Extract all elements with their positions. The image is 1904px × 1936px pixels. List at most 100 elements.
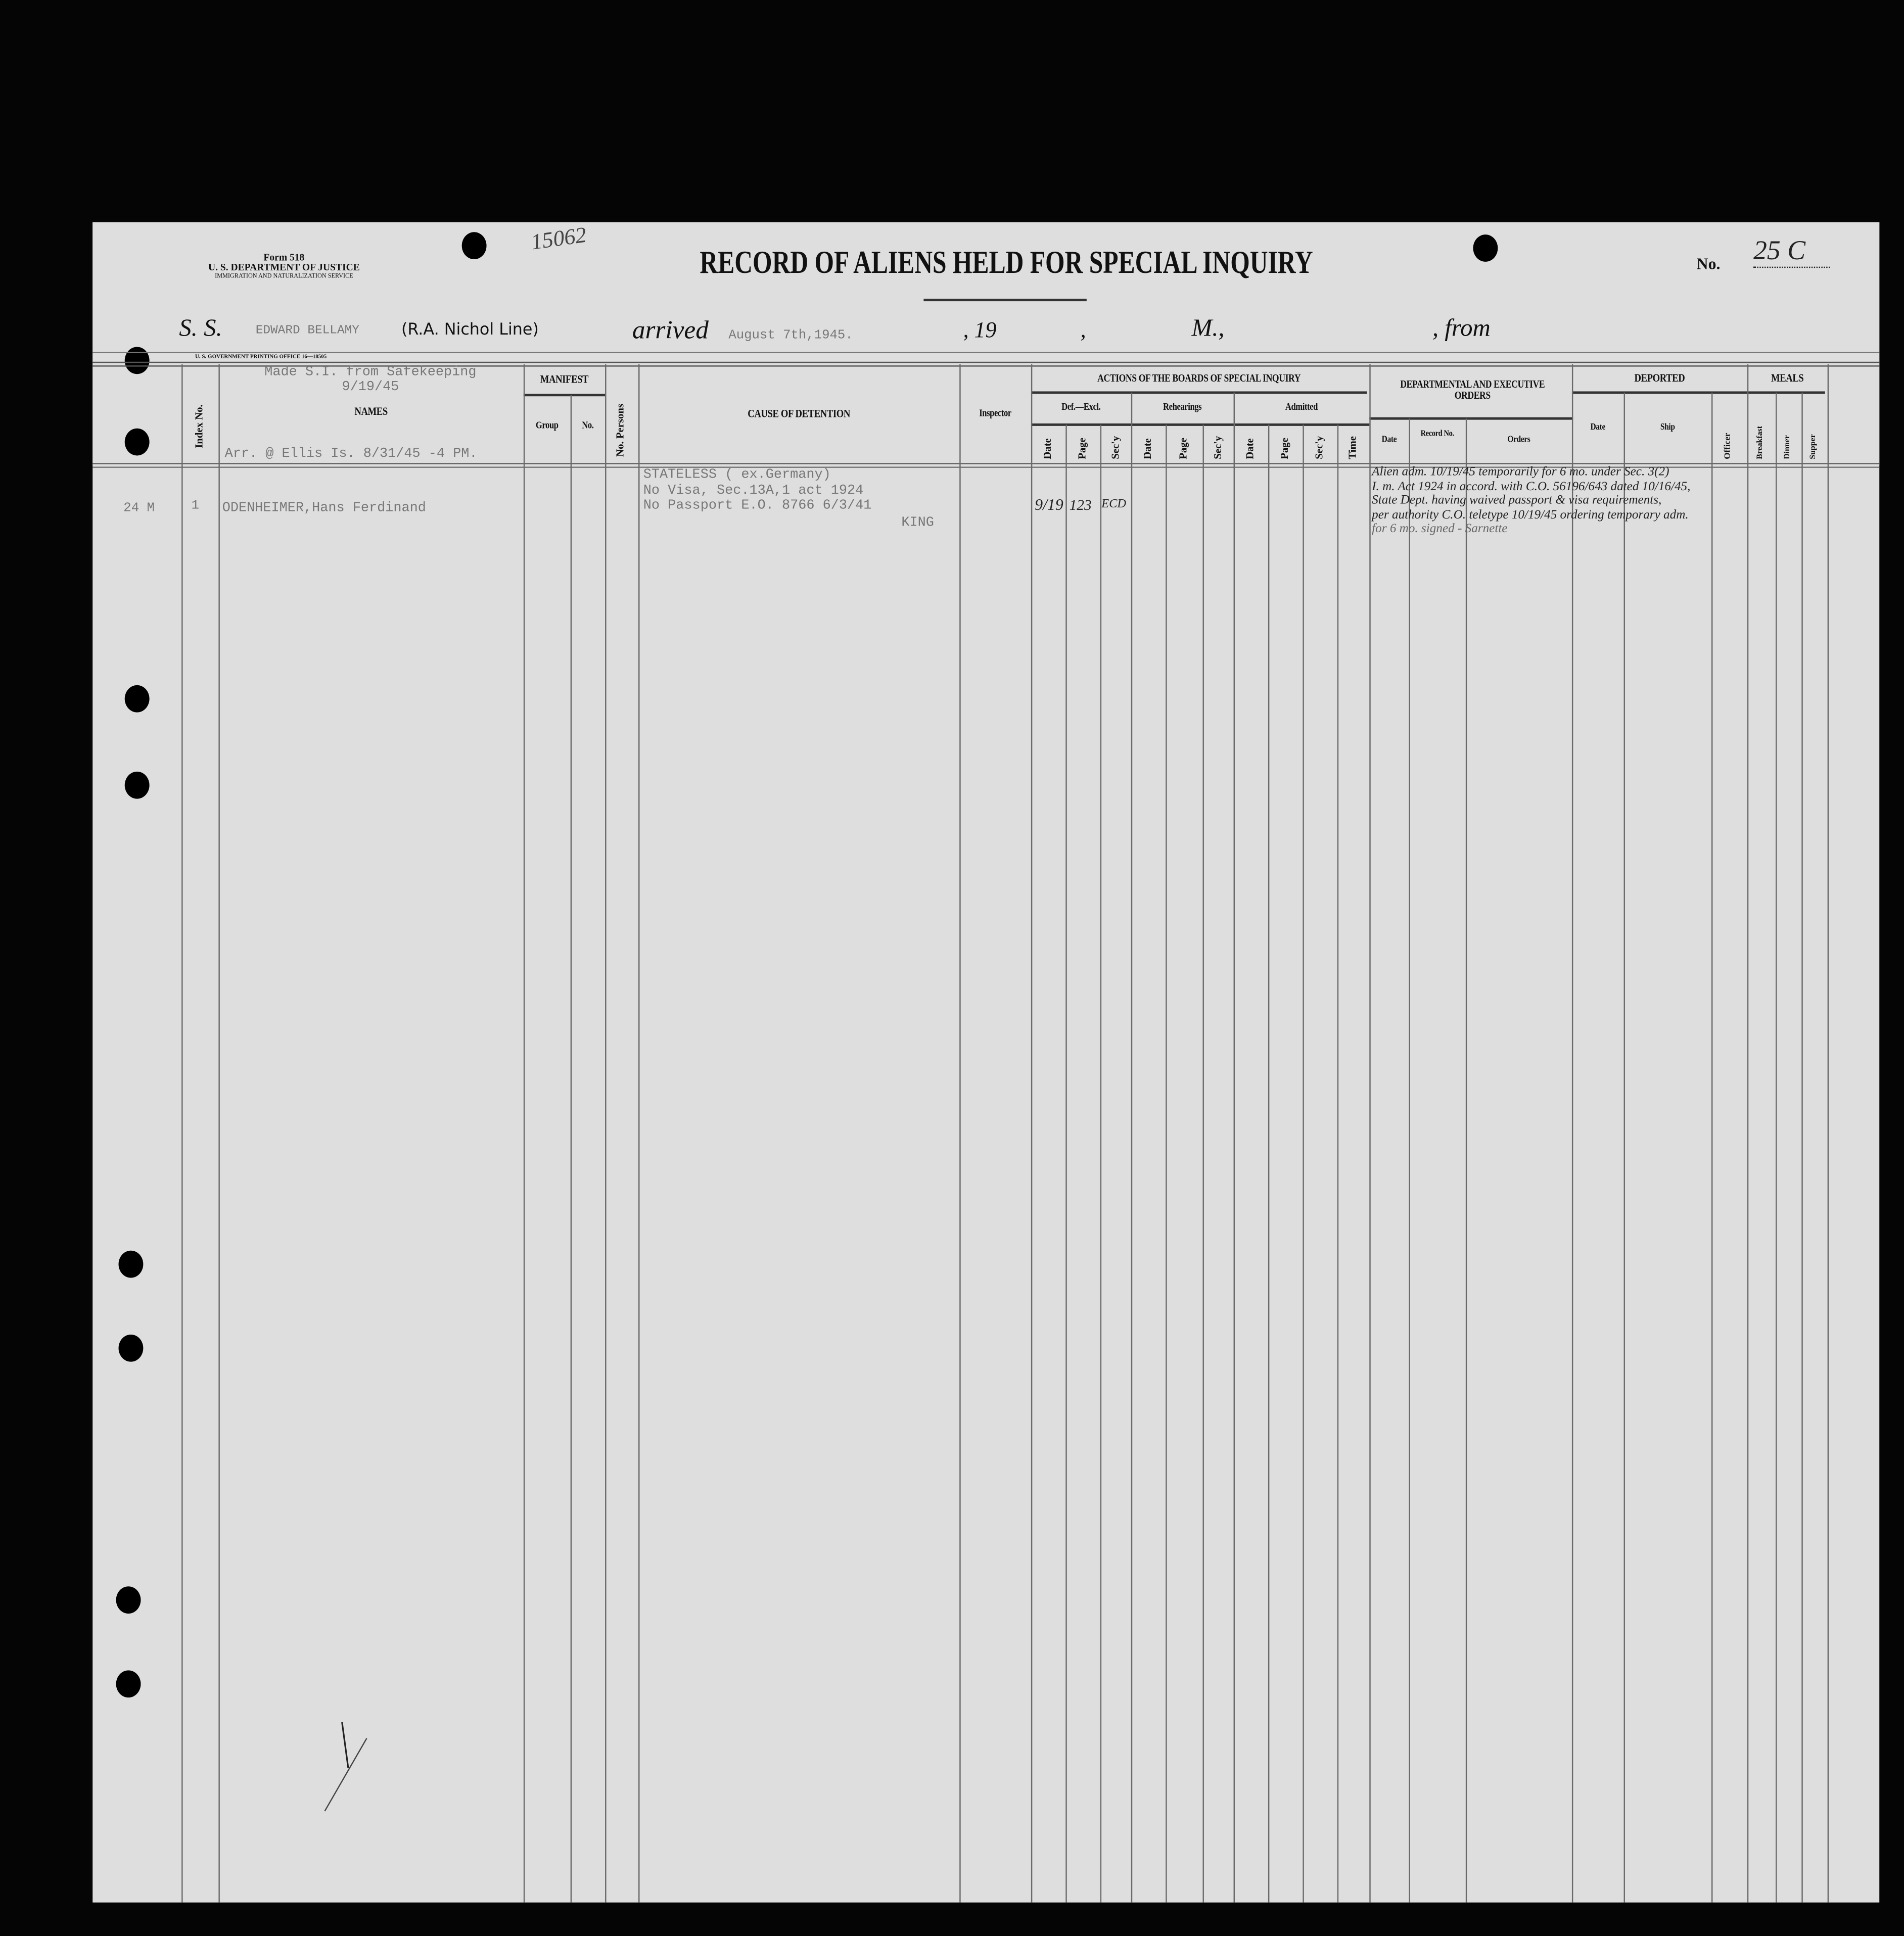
column-rule (1202, 424, 1204, 1903)
actions-rule (1031, 391, 1367, 394)
column-rule (1268, 424, 1269, 1903)
punch-hole (116, 1586, 141, 1614)
ss-label: S. S. (179, 314, 222, 342)
column-rule (1409, 418, 1410, 1903)
header-no-persons: No. Persons (614, 403, 626, 457)
cause-of-detention: STATELESS ( ex.Germany) No Visa, Sec.13A… (643, 468, 872, 514)
arrived-date: August 7th,1945. (728, 328, 853, 344)
order-line: Alien adm. 10/19/45 temporarily for 6 mo… (1372, 465, 1669, 479)
header-record-no: Record No. (1420, 428, 1455, 439)
header-orders: Orders (1507, 433, 1530, 445)
header-def-excl: Def.—Excl. (1061, 401, 1101, 412)
header-sub-secy: Sec'y (1312, 436, 1325, 459)
header-rehearings: Rehearings (1163, 401, 1202, 412)
header-ship: Ship (1660, 421, 1675, 433)
header-bottom-rule (92, 463, 1880, 465)
deported-rule (1571, 391, 1825, 394)
cause-line: STATELESS ( ex.Germany) (643, 467, 831, 483)
punch-hole (461, 232, 487, 260)
made-si-text: Made S.I. from Safekeeping (264, 365, 477, 381)
form-number: Form 518 (263, 252, 305, 263)
bsi-secy: ECD (1101, 497, 1127, 511)
header-sub-secy: Sec'y (1211, 436, 1224, 459)
header-cause: CAUSE OF DETENTION (748, 407, 850, 420)
column-rule (1337, 424, 1338, 1903)
header-dinner: Dinner (1783, 435, 1792, 459)
ship-line-rule (92, 352, 1880, 353)
actions-sub-rule (1031, 423, 1370, 426)
header-sub-page: Page (1177, 438, 1189, 459)
column-rule (1747, 364, 1748, 1903)
header-officer: Officer (1722, 433, 1733, 459)
column-rule (1369, 364, 1371, 1903)
cause-line: No Visa, Sec.13A,1 act 1924 (643, 483, 864, 498)
order-line: for 6 mo. signed - Sarnette (1372, 522, 1508, 536)
header-breakfast: Breakfast (1755, 426, 1765, 459)
column-rule (1131, 392, 1132, 1903)
ship-line-company: (R.A. Nichol Line) (401, 321, 539, 340)
form-info: Form 518 U. S. DEPARTMENT OF JUSTICE IMM… (185, 252, 383, 280)
order-line: State Dept. having waived passport & vis… (1372, 494, 1662, 508)
inspector-name: KING (901, 516, 934, 531)
pencil-mark (324, 1722, 367, 1812)
made-si-note: Made S.I. from Safekeeping 9/19/45 (222, 365, 519, 395)
header-sub-date: Date (1041, 438, 1053, 459)
header-dept-date: Date (1381, 433, 1397, 445)
column-rule (1623, 392, 1625, 1903)
title-rule (923, 299, 1087, 301)
dept-rule (1369, 417, 1573, 419)
from-label: , from (1432, 314, 1491, 342)
cause-line: No Passport E.O. 8766 6/3/41 (643, 498, 872, 514)
column-rule (638, 364, 639, 1903)
header-sub-time: Time (1345, 436, 1359, 459)
year-label: , 19 (963, 317, 997, 342)
header-sub-page: Page (1278, 438, 1290, 459)
punch-hole (116, 1670, 141, 1698)
column-rule (1233, 392, 1235, 1903)
header-manifest: MANIFEST (540, 372, 589, 386)
header-manifest-no: No. (582, 419, 594, 431)
manifest-rule (523, 394, 606, 396)
form-sheet (92, 222, 1880, 1903)
age-sex: 24 M (123, 501, 155, 516)
executive-orders: Alien adm. 10/19/45 temporarily for 6 mo… (1372, 465, 1890, 536)
table-top-rule (92, 365, 1880, 367)
column-rule (1827, 364, 1829, 1903)
header-sub-page: Page (1075, 438, 1088, 459)
department: U. S. DEPARTMENT OF JUSTICE (208, 262, 360, 273)
alien-name: ODENHEIMER,Hans Ferdinand (222, 501, 426, 516)
header-sub-date: Date (1141, 438, 1153, 459)
column-rule (1465, 418, 1467, 1903)
header-sub-secy: Sec'y (1108, 436, 1122, 459)
column-rule (1303, 424, 1304, 1903)
header-admitted: Admitted (1285, 401, 1318, 412)
bsi-page: 123 (1069, 496, 1092, 514)
column-rule (1031, 364, 1032, 1903)
column-rule (1801, 392, 1803, 1903)
column-rule (1100, 424, 1101, 1903)
header-bottom-rule (92, 466, 1880, 468)
column-rule (1166, 424, 1167, 1903)
bsi-date: 9/19 (1035, 495, 1063, 514)
punch-hole (124, 771, 150, 799)
column-rule (181, 364, 183, 1903)
column-rule (1711, 392, 1712, 1903)
printing-office: U. S. GOVERNMENT PRINTING OFFICE 16—1850… (195, 353, 327, 359)
m-label: M., (1191, 314, 1225, 342)
header-names: NAMES (354, 405, 388, 417)
header-sub-date: Date (1243, 438, 1256, 459)
header-supper: Supper (1808, 434, 1818, 459)
column-rule (605, 364, 607, 1903)
column-rule (1571, 364, 1573, 1903)
header-dept-orders: DEPARTMENTAL AND EXECUTIVE ORDERS (1400, 377, 1545, 401)
record-no: 25 C (1753, 234, 1830, 268)
made-si-date: 9/19/45 (342, 380, 399, 395)
column-rule (1065, 424, 1067, 1903)
record-no-label: No. (1696, 254, 1721, 273)
column-rule (523, 364, 525, 1903)
column-rule (570, 395, 572, 1903)
table-top-rule (92, 361, 1880, 363)
header-inspector: Inspector (979, 407, 1011, 419)
header-meals: MEALS (1771, 371, 1804, 384)
